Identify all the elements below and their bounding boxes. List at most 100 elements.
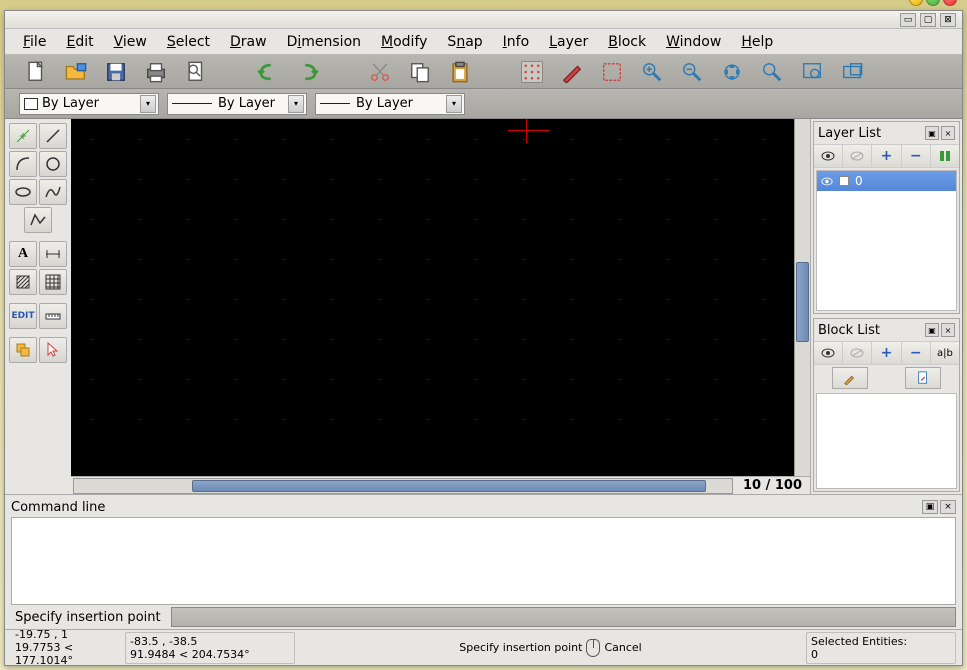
max-button[interactable]: ▢	[920, 13, 936, 27]
new-button[interactable]	[25, 61, 47, 83]
status-abs-polar: 19.7753 < 177.1014°	[15, 641, 117, 667]
menu-info[interactable]: Info	[493, 31, 540, 53]
block-hide-all[interactable]	[843, 342, 872, 364]
preview-button[interactable]	[185, 61, 207, 83]
layer-list[interactable]: 0	[816, 170, 957, 311]
zoom-auto-button[interactable]	[721, 61, 743, 83]
block-panel-close[interactable]: ×	[941, 323, 955, 337]
zoom-out-button[interactable]	[681, 61, 703, 83]
hbar: 10 / 100	[71, 476, 810, 494]
vscroll-thumb[interactable]	[796, 262, 809, 342]
save-button[interactable]	[105, 61, 127, 83]
cmd-close[interactable]: ×	[940, 500, 956, 514]
cmd-detach[interactable]: ▣	[922, 500, 938, 514]
block-panel-detach[interactable]: ▣	[925, 323, 939, 337]
tool-polyline[interactable]	[24, 207, 52, 233]
tool-dimension[interactable]	[39, 241, 67, 267]
tool-measure[interactable]	[39, 303, 67, 329]
block-rename[interactable]: a|b	[931, 342, 959, 364]
drawing-canvas[interactable]	[71, 119, 794, 476]
zoom-pan-button[interactable]	[841, 61, 863, 83]
hscroll-thumb[interactable]	[192, 480, 705, 492]
crosshair-h-icon	[508, 130, 550, 131]
commandline-input[interactable]	[171, 607, 956, 627]
lineweight-combo[interactable]: By Layer▾	[167, 93, 307, 115]
layer-edit[interactable]	[931, 145, 959, 167]
zoom-label: 10 / 100	[735, 478, 810, 493]
grid-button[interactable]	[521, 61, 543, 83]
color-combo[interactable]: By Layer▾	[19, 93, 159, 115]
menu-layer[interactable]: Layer	[539, 31, 598, 53]
menu-modify[interactable]: Modify	[371, 31, 437, 53]
block-panel-buttons-2	[814, 365, 959, 391]
paste-button[interactable]	[449, 61, 471, 83]
block-panel-title: Block List ▣×	[814, 319, 959, 341]
menu-view[interactable]: View	[104, 31, 157, 53]
tool-hatch[interactable]	[9, 269, 37, 295]
menu-help[interactable]: Help	[731, 31, 783, 53]
tool-text[interactable]: A	[9, 241, 37, 267]
tool-image[interactable]	[39, 269, 67, 295]
block-list[interactable]	[816, 393, 957, 489]
layer-add[interactable]: +	[872, 145, 901, 167]
layer-hide-all[interactable]	[843, 145, 872, 167]
tool-block[interactable]	[9, 337, 37, 363]
print-button[interactable]	[145, 61, 167, 83]
zoom-prev-button[interactable]	[761, 61, 783, 83]
redo-button[interactable]	[297, 61, 319, 83]
minimize-light[interactable]	[909, 0, 923, 6]
close-light[interactable]	[943, 0, 957, 6]
layer-panel-detach[interactable]: ▣	[925, 126, 939, 140]
commandline-title: Command line ▣×	[11, 497, 956, 517]
layer-show-all[interactable]	[814, 145, 843, 167]
tool-circle[interactable]	[39, 151, 67, 177]
commandline-history[interactable]	[11, 517, 956, 605]
copy-button[interactable]	[409, 61, 431, 83]
menu-draw[interactable]: Draw	[220, 31, 277, 53]
block-remove[interactable]: −	[902, 342, 931, 364]
horizontal-scrollbar[interactable]	[73, 478, 733, 494]
block-insert[interactable]	[905, 367, 941, 389]
close-button[interactable]: ⊠	[940, 13, 956, 27]
zoom-in-button[interactable]	[641, 61, 663, 83]
cut-button[interactable]	[369, 61, 391, 83]
status-abs-xy: -19.75 , 1	[15, 628, 117, 641]
tool-ellipse[interactable]	[9, 179, 37, 205]
undo-button[interactable]	[257, 61, 279, 83]
shade-button[interactable]: ▭	[900, 13, 916, 27]
block-panel: Block List ▣× + − a|b	[813, 318, 960, 492]
property-toolbar: By Layer▾ By Layer▾ By Layer▾	[5, 89, 962, 119]
vertical-scrollbar[interactable]	[794, 119, 810, 476]
menu-window[interactable]: Window	[656, 31, 731, 53]
layer-remove[interactable]: −	[902, 145, 931, 167]
menu-snap[interactable]: Snap	[437, 31, 492, 53]
block-edit[interactable]	[832, 367, 868, 389]
menu-dimension[interactable]: Dimension	[277, 31, 371, 53]
open-button[interactable]	[65, 61, 87, 83]
layer-item-0[interactable]: 0	[817, 171, 956, 191]
tool-spline[interactable]	[39, 179, 67, 205]
zoom-window-button[interactable]	[801, 61, 823, 83]
menu-select[interactable]: Select	[157, 31, 220, 53]
tool-select[interactable]	[39, 337, 67, 363]
tool-modify[interactable]: EDIT	[9, 303, 37, 329]
tool-line[interactable]	[39, 123, 67, 149]
right-panels: Layer List ▣× + − 0	[810, 119, 962, 494]
menu-file[interactable]: File	[13, 31, 56, 53]
linetype-combo[interactable]: By Layer▾	[315, 93, 465, 115]
block-add[interactable]: +	[872, 342, 901, 364]
block-show-all[interactable]	[814, 342, 843, 364]
maximize-light[interactable]	[926, 0, 940, 6]
menu-edit[interactable]: Edit	[56, 31, 103, 53]
tool-arc[interactable]	[9, 151, 37, 177]
status-msg-right: Cancel	[604, 641, 641, 654]
tool-point[interactable]	[9, 123, 37, 149]
commandline-panel: Command line ▣× Specify insertion point	[5, 494, 962, 629]
app-window: ▭ ▢ ⊠ File Edit View Select Draw Dimensi…	[4, 10, 963, 666]
layer-panel-close[interactable]: ×	[941, 126, 955, 140]
status-rel-polar: 91.9484 < 204.7534°	[130, 648, 290, 661]
draft-button[interactable]	[561, 61, 583, 83]
status-rel-xy: -83.5 , -38.5	[130, 635, 290, 648]
menu-block[interactable]: Block	[598, 31, 656, 53]
statusbar-button[interactable]	[601, 61, 623, 83]
